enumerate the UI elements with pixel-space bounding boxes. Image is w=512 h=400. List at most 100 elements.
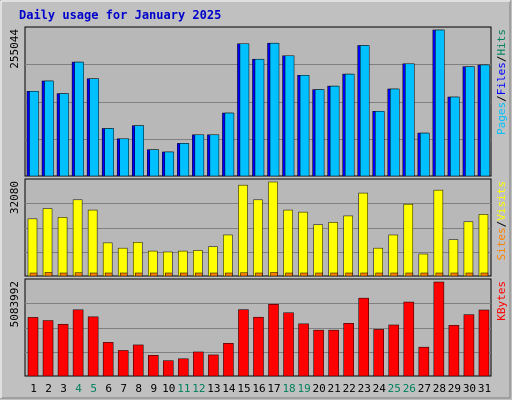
bar-kbytes (178, 358, 189, 377)
x-tick-label: 22 (343, 382, 356, 395)
x-tick-label: 16 (252, 382, 265, 395)
bar-sites (89, 272, 98, 277)
bar-pages (104, 128, 114, 177)
bar-kbytes (253, 316, 264, 377)
bar-sites (180, 272, 188, 277)
bar-visits (27, 218, 38, 277)
x-tick-label: 24 (373, 382, 387, 395)
bar-pages (299, 74, 310, 177)
bar-sites (465, 272, 474, 277)
bar-pages (44, 80, 54, 177)
bar-kbytes (448, 325, 460, 377)
x-tick-label: 5 (90, 382, 97, 395)
bar-sites (74, 272, 83, 277)
bar-visits (72, 199, 83, 277)
bar-sites (330, 272, 338, 277)
bar-sites (59, 272, 68, 277)
x-tick-label: 30 (463, 382, 476, 395)
bar-kbytes (87, 316, 99, 377)
bar-visits (42, 208, 53, 277)
bar-kbytes (268, 304, 279, 377)
bar-visits (102, 242, 113, 277)
bar-sites (285, 272, 293, 277)
bar-sites (255, 272, 263, 277)
bar-visits (463, 221, 474, 277)
bar-kbytes (358, 297, 369, 377)
bar-sites (450, 272, 459, 277)
bar-pages (359, 45, 370, 177)
x-tick-label: 11 (177, 382, 190, 395)
bar-sites (240, 272, 248, 277)
x-tick-label: 31 (478, 382, 491, 395)
bar-visits (418, 253, 429, 277)
legend-hits: Hits (495, 29, 508, 56)
bar-sites (225, 272, 233, 277)
bar-kbytes (193, 351, 204, 377)
x-tick-label: 13 (207, 382, 220, 395)
x-tick-label: 15 (237, 382, 250, 395)
bar-kbytes (148, 355, 159, 377)
bar-pages (329, 85, 340, 177)
bar-visits (268, 181, 278, 277)
bar-pages (450, 96, 460, 177)
bar-kbytes (117, 350, 129, 377)
x-tick-label: 3 (60, 382, 67, 395)
bar-sites (390, 272, 399, 277)
bar-visits (358, 192, 368, 277)
bar-pages (29, 91, 39, 177)
x-tick-label: 23 (358, 382, 371, 395)
bar-visits (403, 203, 414, 277)
bar-visits (238, 184, 248, 277)
bar-sites (435, 272, 444, 277)
bar-sites (119, 272, 128, 277)
x-tick-label: 12 (192, 382, 205, 395)
bar-visits (253, 199, 263, 277)
legend-separator: / (495, 56, 508, 63)
bar-pages (314, 89, 325, 177)
bar-kbytes (388, 324, 400, 377)
bar-visits (448, 239, 459, 277)
bar-pages (134, 125, 144, 177)
bar-visits (163, 251, 173, 277)
bar-visits (87, 209, 98, 277)
bar-pages (284, 55, 295, 177)
x-tick-label: 18 (282, 382, 295, 395)
bar-visits (343, 215, 353, 277)
bar-visits (178, 250, 188, 277)
bar-kbytes (27, 317, 39, 377)
x-tick-label: 2 (45, 382, 52, 395)
bar-pages (420, 132, 430, 177)
bar-kbytes (57, 323, 69, 377)
bar-kbytes (418, 346, 430, 377)
bar-visits (313, 224, 323, 277)
bar-kbytes (298, 323, 309, 377)
bar-pages (59, 93, 69, 177)
x-tick-label: 1 (30, 382, 37, 395)
bar-sites (375, 272, 383, 277)
x-axis-tick-labels: 1 2 3 4 5 6 7 8 9 10 11 12 13 14 15 16 17 18 19 20 21 22 23 24 2… (30, 382, 491, 395)
legend-sites: Sites (495, 227, 508, 260)
bar-kbytes (223, 343, 234, 377)
bar-kbytes (102, 342, 114, 377)
bar-kbytes (163, 360, 174, 377)
bar-pages (254, 58, 265, 177)
series-legend-1: Sites/Visits (495, 181, 508, 261)
bar-visits (388, 234, 399, 277)
bar-sites (300, 272, 308, 277)
x-tick-label: 29 (448, 382, 461, 395)
bar-visits (57, 217, 68, 277)
kbytes-panel: 5083992 KBytes (8, 278, 508, 377)
x-tick-label: 25 (388, 382, 401, 395)
x-tick-label: 26 (403, 382, 416, 395)
bar-pages (89, 78, 99, 177)
x-tick-label: 7 (120, 382, 127, 395)
bar-pages (239, 43, 250, 177)
bar-pages (269, 42, 280, 177)
bar-pages (194, 134, 205, 177)
x-tick-label: 14 (222, 382, 236, 395)
bar-kbytes (433, 281, 445, 377)
bar-sites (405, 272, 414, 277)
bar-pages (480, 64, 490, 177)
